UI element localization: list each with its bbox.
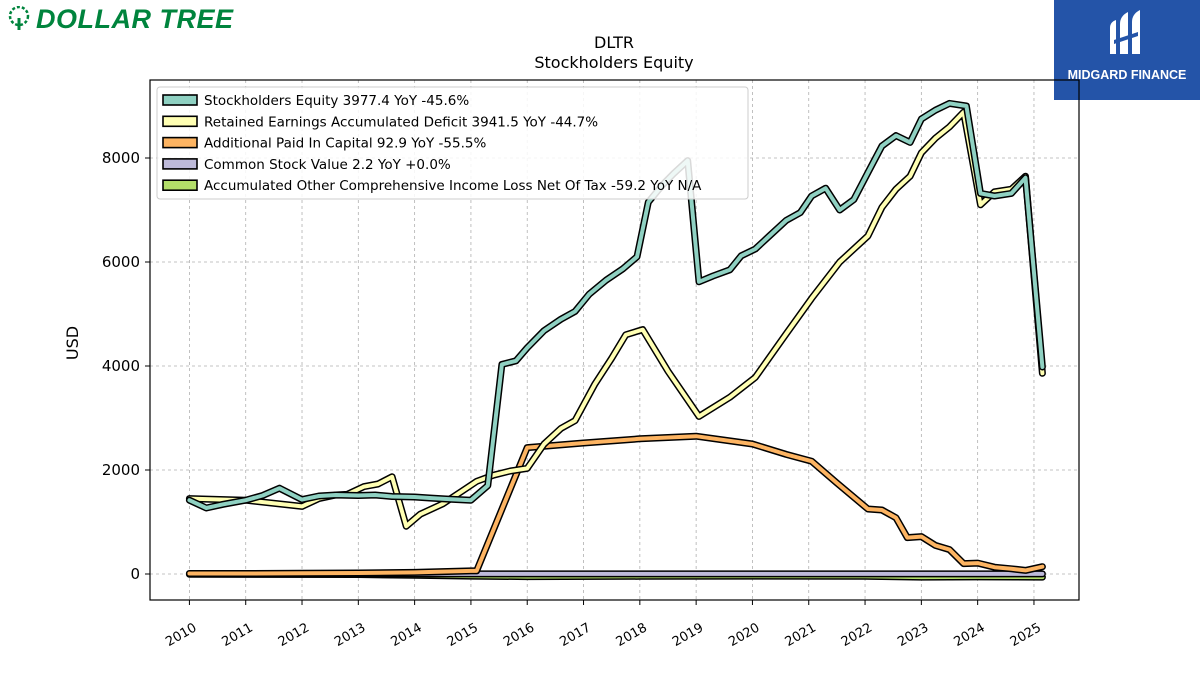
legend-entry: Retained Earnings Accumulated Deficit 39… (204, 114, 598, 130)
dollar-tree-logo: DOLLAR TREE (6, 4, 234, 34)
x-tick-label: 2012 (276, 620, 312, 650)
legend-swatch (162, 158, 198, 170)
series-line-retained-earnings-accumulated-deficit (187, 110, 1045, 529)
y-tick-label: 6000 (102, 253, 140, 271)
chart-title: DLTR (594, 33, 634, 52)
midgard-finance-logo-text: MIDGARD FINANCE (1067, 68, 1187, 82)
x-tick-label: 2010 (163, 620, 199, 650)
y-tick-label: 2000 (102, 461, 140, 479)
legend-entry: Accumulated Other Comprehensive Income L… (204, 178, 702, 194)
legend-swatch (162, 115, 198, 128)
tree-icon (8, 6, 30, 30)
x-tick-label: 2011 (220, 620, 256, 650)
x-tick-label: 2023 (895, 620, 931, 650)
dollar-tree-logo-text: DOLLAR TREE (36, 3, 234, 34)
legend-entry: Additional Paid In Capital 92.9 YoY -55.… (204, 136, 486, 152)
legend-swatch (162, 94, 198, 106)
x-tick-label: 2020 (726, 620, 762, 650)
y-axis-label: USD (63, 326, 82, 360)
series-lines (185, 99, 1046, 581)
y-tick-label: 4000 (102, 357, 140, 375)
series-line-additional-paid-in-capital (187, 434, 1045, 576)
midgard-finance-logo: MIDGARD FINANCE (1054, 0, 1200, 100)
x-tick-label: 2019 (670, 620, 706, 650)
x-tick-label: 2018 (614, 620, 650, 650)
x-tick-label: 2014 (388, 620, 424, 650)
x-tick-label: 2025 (1008, 620, 1044, 650)
series-outline-additional-paid-in-capital (185, 432, 1046, 577)
chart-subtitle: Stockholders Equity (534, 53, 693, 72)
y-tick-label: 0 (130, 565, 140, 583)
legend: Stockholders Equity 3977.4 YoY -45.6% Ret… (156, 86, 749, 200)
x-tick-label: 2017 (557, 620, 593, 650)
x-tick-label: 2022 (839, 620, 875, 650)
x-tick-label: 2024 (951, 620, 987, 650)
plot-frame (149, 79, 1080, 601)
x-tick-label: 2013 (332, 620, 368, 650)
x-tick-label: 2015 (445, 620, 481, 650)
x-tick-label: 2021 (783, 620, 819, 650)
legend-entry: Stockholders Equity 3977.4 YoY -45.6% (204, 93, 469, 109)
legend-box (156, 86, 749, 200)
midgard-mark-icon (1110, 10, 1140, 54)
x-tick-label: 2016 (501, 620, 537, 650)
legend-entry: Common Stock Value 2.2 YoY +0.0% (204, 157, 451, 173)
legend-swatch (162, 136, 198, 149)
legend-swatch (162, 179, 198, 191)
y-tick-label: 8000 (102, 149, 140, 167)
